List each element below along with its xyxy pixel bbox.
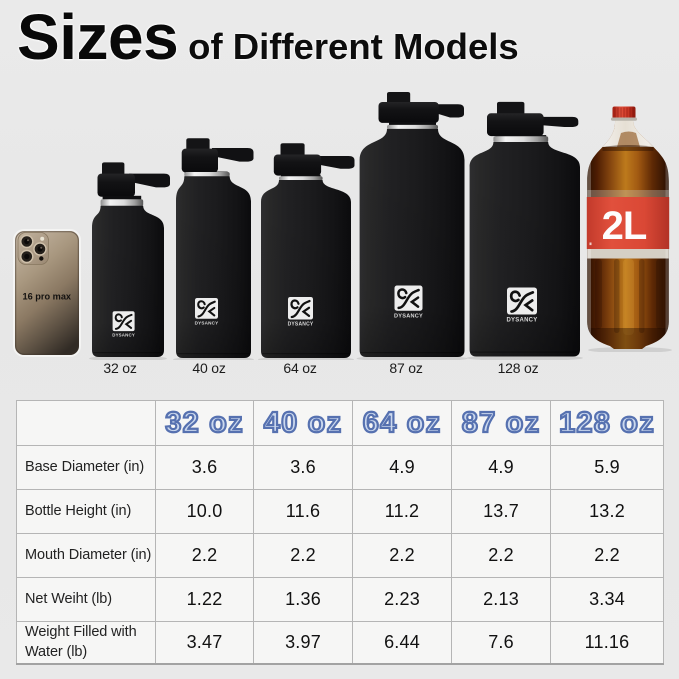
svg-text:DYSANCY: DYSANCY (506, 318, 537, 324)
svg-text:16 pro max: 16 pro max (23, 292, 72, 302)
svg-text:DYSANCY: DYSANCY (288, 322, 314, 328)
svg-text:2L: 2L (602, 204, 647, 248)
svg-text:DYSANCY: DYSANCY (112, 333, 135, 338)
svg-text:DYSANCY: DYSANCY (195, 321, 219, 326)
svg-text:DYSANCY: DYSANCY (394, 314, 423, 320)
